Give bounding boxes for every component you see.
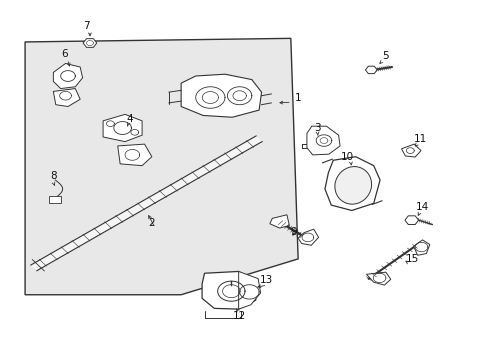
Text: 14: 14 xyxy=(415,202,428,212)
Polygon shape xyxy=(181,74,261,117)
Polygon shape xyxy=(325,157,379,211)
Polygon shape xyxy=(401,144,420,157)
Polygon shape xyxy=(413,240,429,255)
Text: 12: 12 xyxy=(232,311,246,321)
Polygon shape xyxy=(269,215,289,228)
Text: 4: 4 xyxy=(126,114,133,124)
Polygon shape xyxy=(103,114,142,141)
Polygon shape xyxy=(202,271,255,309)
Text: 8: 8 xyxy=(50,171,57,181)
Polygon shape xyxy=(365,66,376,74)
Polygon shape xyxy=(118,144,152,166)
Polygon shape xyxy=(298,229,318,245)
Polygon shape xyxy=(238,271,260,309)
Text: 10: 10 xyxy=(340,152,353,162)
Polygon shape xyxy=(53,89,80,107)
Text: 9: 9 xyxy=(289,227,296,237)
Polygon shape xyxy=(306,126,339,155)
Bar xyxy=(49,196,61,203)
Text: 2: 2 xyxy=(148,218,155,228)
Polygon shape xyxy=(404,216,418,225)
Ellipse shape xyxy=(334,167,371,204)
Polygon shape xyxy=(31,136,262,271)
Text: 15: 15 xyxy=(405,254,419,264)
Polygon shape xyxy=(83,39,97,48)
Text: 13: 13 xyxy=(259,275,272,285)
Polygon shape xyxy=(53,63,82,89)
Polygon shape xyxy=(366,272,390,285)
Text: 7: 7 xyxy=(82,21,89,31)
Text: 6: 6 xyxy=(61,49,67,59)
Polygon shape xyxy=(25,39,298,295)
Text: 3: 3 xyxy=(314,123,320,133)
Text: 1: 1 xyxy=(294,93,301,103)
Text: 11: 11 xyxy=(412,134,426,144)
Text: 5: 5 xyxy=(382,51,388,61)
